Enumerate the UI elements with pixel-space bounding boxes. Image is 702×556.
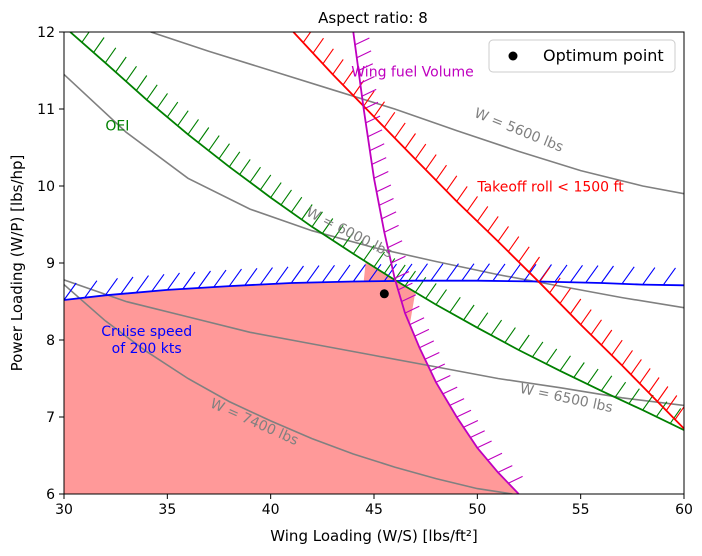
cruise-constraint-line [64, 279, 684, 301]
y-axis-label: Power Loading (W/P) [lbs/hp] [8, 155, 26, 372]
oei-constraint-line [69, 32, 684, 431]
y-tick-label: 6 [46, 487, 55, 503]
x-axis-label: Wing Loading (W/S) [lbs/ft²] [270, 527, 477, 545]
axis-ticks: 30 35 40 45 50 55 60 6 7 8 9 10 11 12 [37, 25, 693, 518]
x-tick-label: 35 [158, 502, 176, 518]
takeoff-constraint-label: Takeoff roll < 1500 ft [476, 179, 624, 195]
x-tick-label: 40 [262, 502, 280, 518]
x-tick-label: 45 [365, 502, 383, 518]
y-tick-label: 7 [46, 410, 55, 426]
plot-area [64, 32, 684, 494]
takeoff-constraint-hatch [293, 32, 684, 420]
legend-label-optimum: Optimum point [543, 46, 664, 65]
cruise-constraint-label-line2: of 200 kts [112, 341, 182, 357]
y-tick-label: 9 [46, 256, 55, 272]
x-tick-label: 50 [468, 502, 486, 518]
feasible-region [64, 261, 519, 494]
x-tick-label: 60 [675, 502, 693, 518]
cruise-constraint-label-line1: Cruise speed [101, 324, 192, 340]
oei-constraint-hatch [70, 32, 682, 424]
oei-constraint-label: OEI [105, 119, 129, 135]
weight-curve-w-5600 [150, 32, 684, 195]
x-tick-label: 55 [572, 502, 590, 518]
optimum-point-marker [379, 289, 389, 299]
weight-curve-w-6000 [64, 73, 684, 309]
legend-marker-optimum [508, 51, 518, 61]
y-tick-label: 10 [37, 179, 55, 195]
y-tick-label: 12 [37, 25, 55, 41]
fuel-constraint-hatch [353, 32, 523, 484]
x-tick-label: 30 [55, 502, 73, 518]
legend: Optimum point [488, 39, 676, 73]
y-tick-label: 8 [46, 333, 55, 349]
weight-curve-w-6500 [64, 279, 684, 407]
fuel-constraint-line [352, 32, 520, 494]
weight-curve-w-7400 [64, 283, 513, 494]
takeoff-constraint-line [292, 32, 684, 430]
y-tick-label: 11 [37, 102, 55, 118]
fuel-constraint-label: Wing fuel Volume [351, 65, 473, 81]
legend-box [488, 39, 676, 73]
chart-title: Aspect ratio: 8 [318, 9, 428, 27]
